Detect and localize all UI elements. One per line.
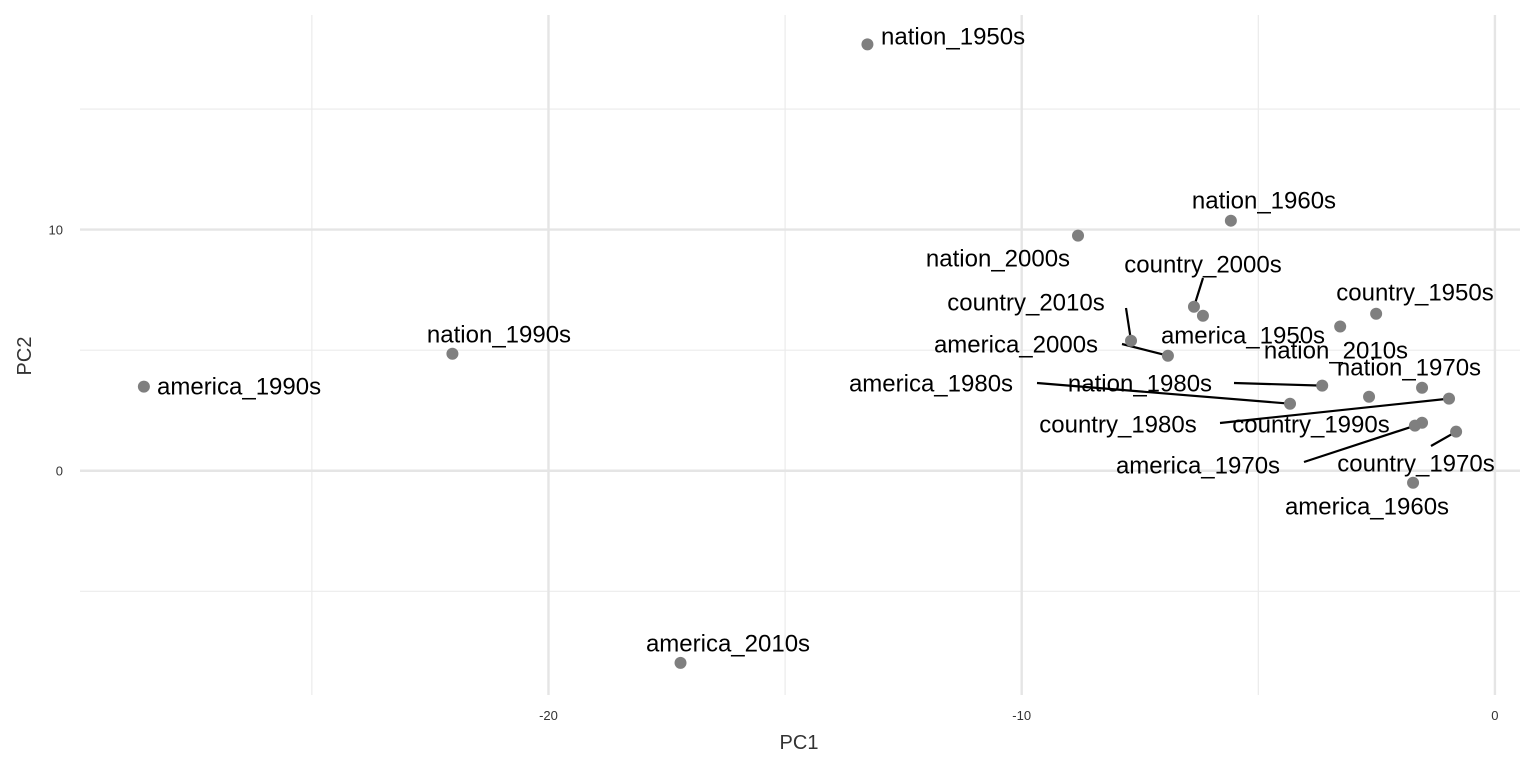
data-point bbox=[446, 347, 459, 360]
data-point bbox=[1370, 307, 1383, 320]
point-label: country_2010s bbox=[947, 289, 1104, 316]
data-point bbox=[674, 656, 687, 669]
y-tick-label: 0 bbox=[56, 464, 63, 479]
point-label: america_1960s bbox=[1285, 493, 1449, 520]
data-point bbox=[1196, 309, 1209, 322]
data-point bbox=[1072, 229, 1085, 242]
data-point bbox=[1224, 214, 1237, 227]
x-axis-title: PC1 bbox=[780, 732, 819, 754]
point-label: nation_2010s bbox=[1264, 337, 1408, 364]
data-point bbox=[1334, 320, 1347, 333]
y-tick-label: 10 bbox=[49, 223, 63, 238]
data-point bbox=[1363, 390, 1376, 403]
label-leader-line bbox=[1233, 381, 1323, 387]
y-axis-title: PC2 bbox=[14, 337, 36, 376]
point-label: nation_1970s bbox=[1337, 354, 1481, 381]
point-label: america_1950s bbox=[1161, 322, 1325, 349]
data-point bbox=[137, 380, 150, 393]
point-label: country_1980s bbox=[1039, 411, 1196, 438]
data-point bbox=[1443, 392, 1456, 405]
data-point bbox=[861, 38, 874, 51]
label-leader-line bbox=[1303, 424, 1416, 464]
grid bbox=[80, 15, 1520, 695]
point-label: nation_1960s bbox=[1192, 187, 1336, 214]
data-point bbox=[1125, 334, 1138, 347]
point-label: country_1950s bbox=[1336, 279, 1493, 306]
data-point bbox=[1408, 419, 1421, 432]
point-label: country_1970s bbox=[1337, 450, 1494, 477]
point-label: america_1990s bbox=[157, 373, 321, 400]
data-point bbox=[1416, 381, 1429, 394]
point-label: nation_1980s bbox=[1068, 370, 1212, 397]
point-label: america_2000s bbox=[934, 331, 1098, 358]
label-leader-line bbox=[1219, 397, 1450, 425]
point-label: nation_1990s bbox=[427, 321, 571, 348]
x-tick-label: 0 bbox=[1491, 708, 1498, 723]
x-tick-label: -20 bbox=[539, 708, 558, 723]
point-label: nation_1950s bbox=[881, 23, 1025, 50]
data-point bbox=[1450, 425, 1463, 438]
point-label: nation_2000s bbox=[926, 245, 1070, 272]
point-label: america_2010s bbox=[646, 630, 810, 657]
point-label: america_1970s bbox=[1116, 452, 1280, 479]
label-leader-line bbox=[1036, 381, 1291, 405]
points bbox=[137, 38, 1463, 669]
point-label: america_1980s bbox=[849, 370, 1013, 397]
point-labels: nation_1950samerica_1990snation_1990same… bbox=[157, 23, 1495, 657]
data-point bbox=[1284, 397, 1297, 410]
point-label: country_1990s bbox=[1232, 411, 1389, 438]
point-label: country_2000s bbox=[1124, 251, 1281, 278]
data-point bbox=[1407, 476, 1420, 489]
x-tick-label: -10 bbox=[1012, 708, 1031, 723]
axis-ticks: -20 -10 0 0 10 bbox=[49, 223, 1499, 723]
data-point bbox=[1316, 379, 1329, 392]
data-point bbox=[1161, 349, 1174, 362]
data-point bbox=[1187, 300, 1200, 313]
